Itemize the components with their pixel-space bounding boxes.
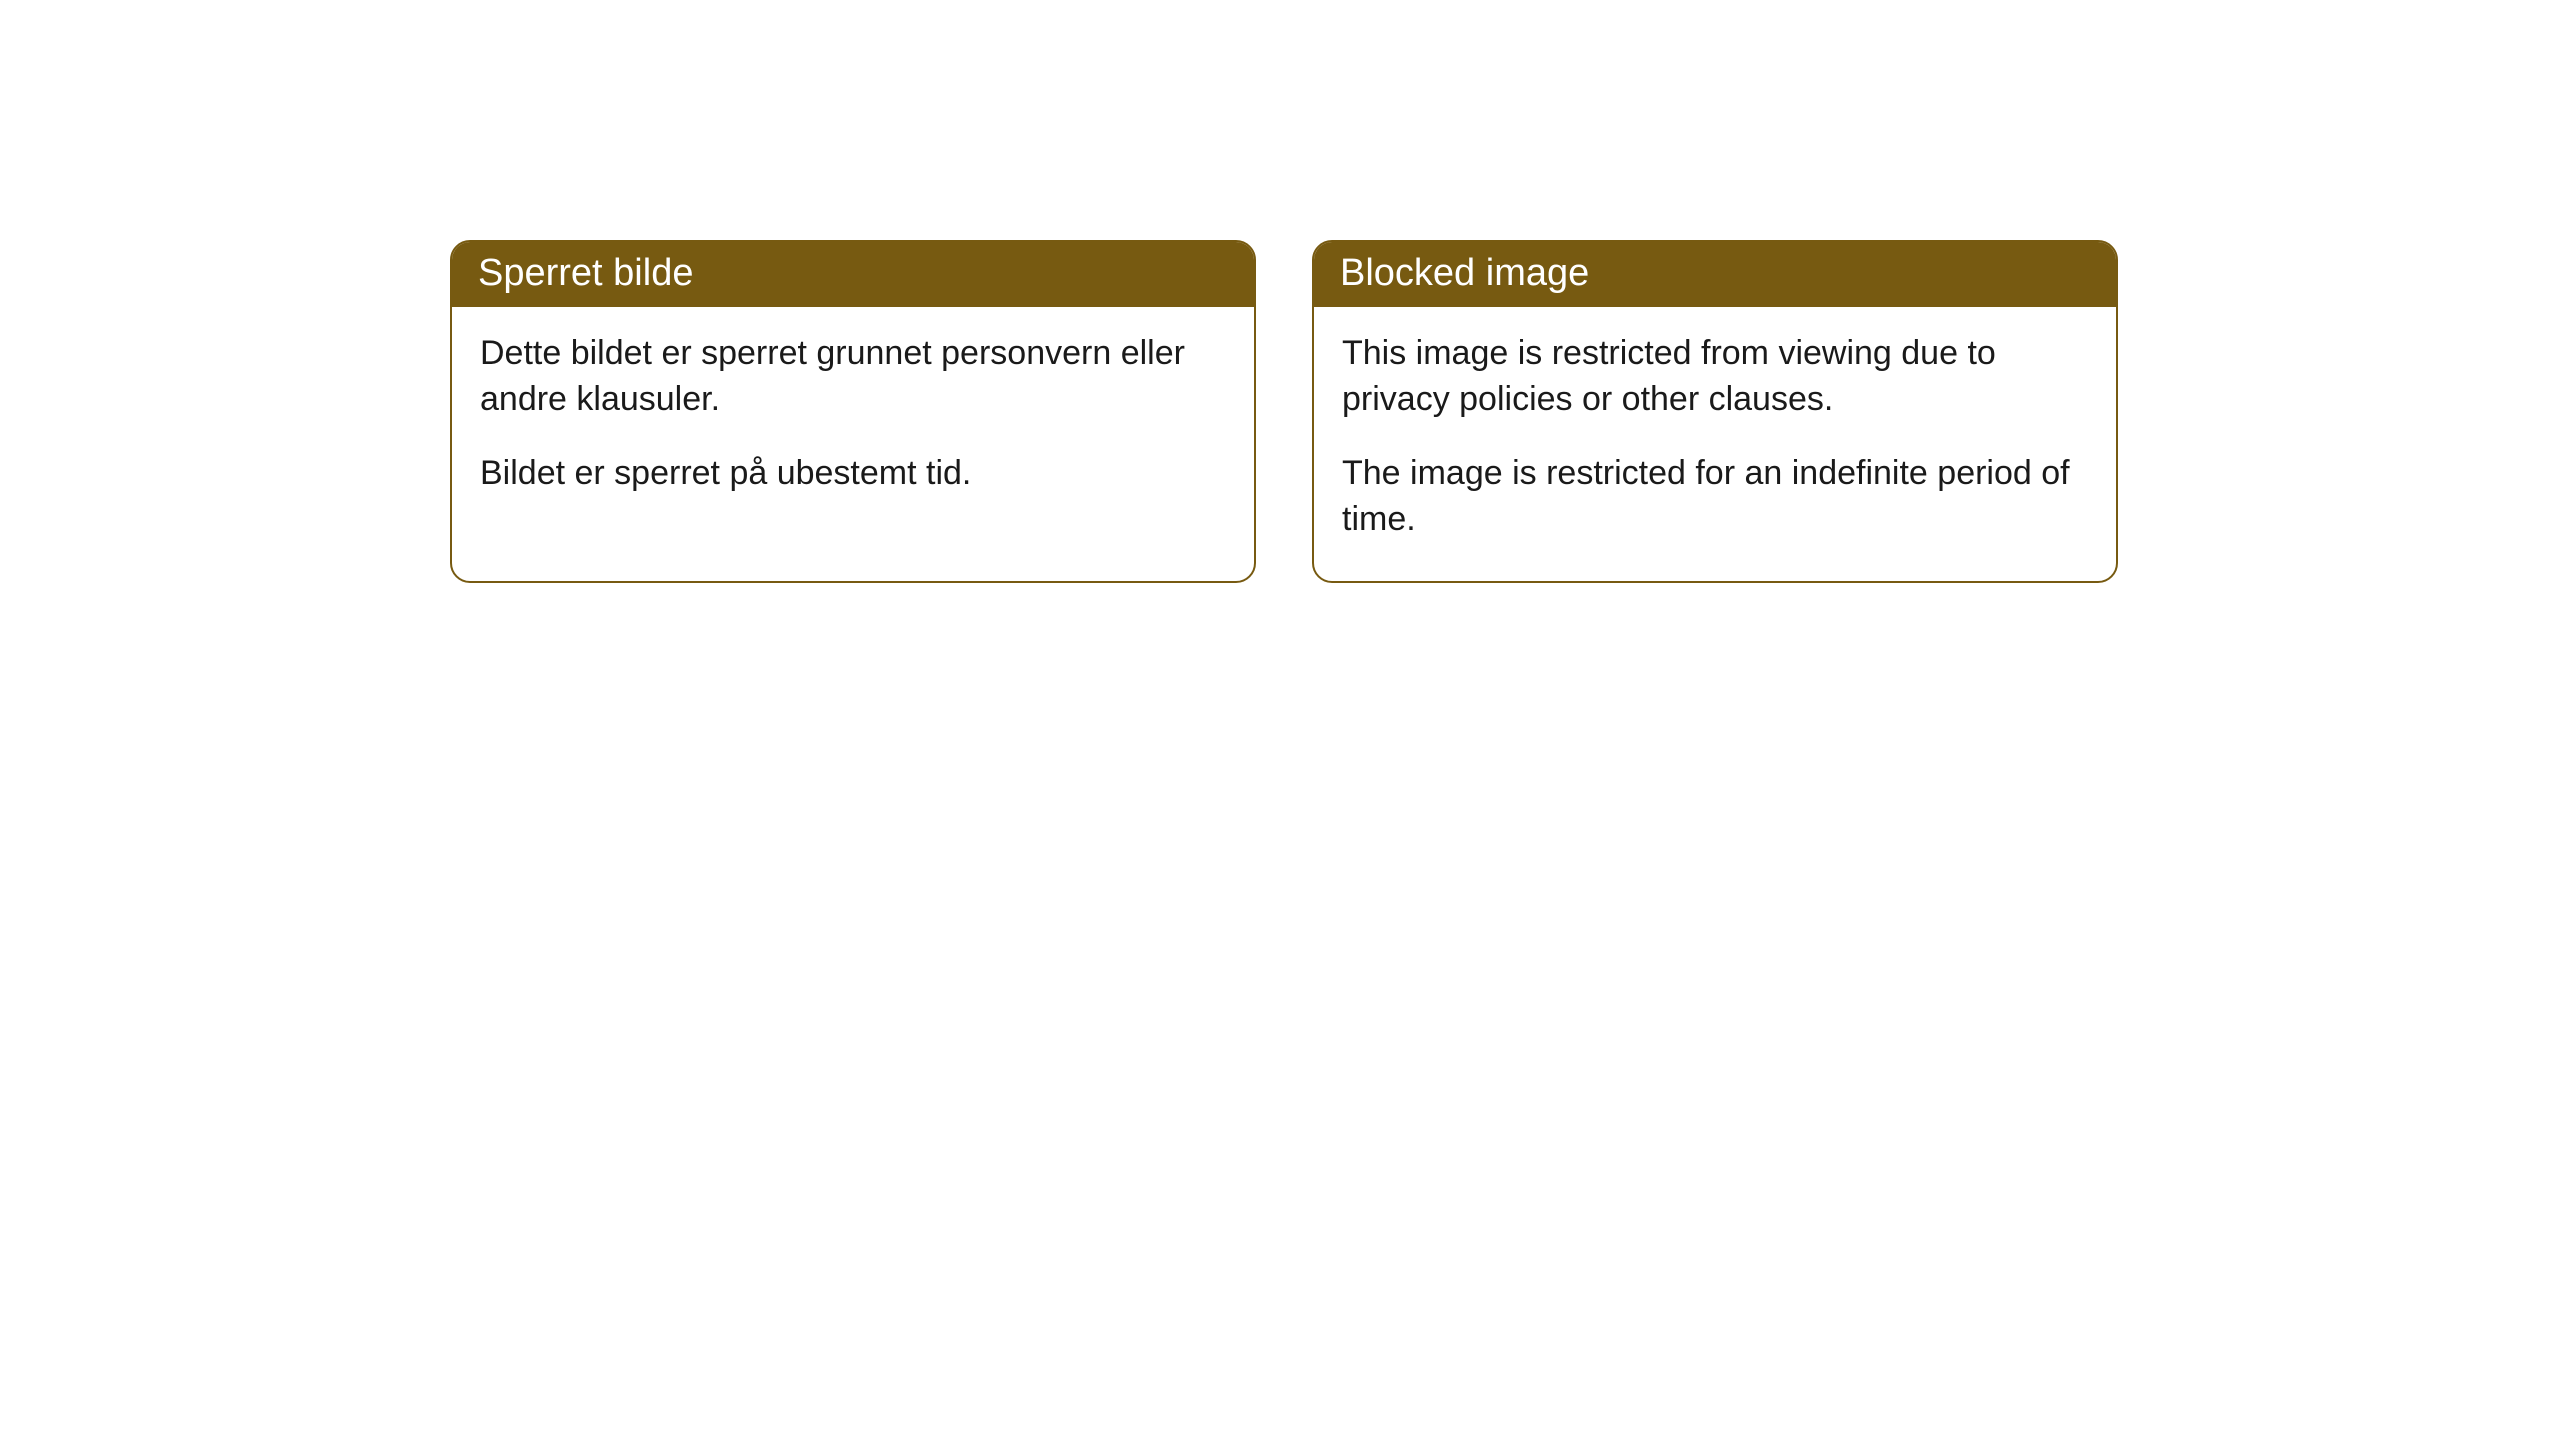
card-header: Blocked image — [1314, 242, 2116, 307]
notice-card-english: Blocked image This image is restricted f… — [1312, 240, 2118, 583]
card-body: This image is restricted from viewing du… — [1314, 307, 2116, 581]
card-title: Blocked image — [1340, 252, 1589, 294]
card-header: Sperret bilde — [452, 242, 1254, 307]
card-paragraph: This image is restricted from viewing du… — [1342, 331, 2088, 423]
card-title: Sperret bilde — [478, 252, 693, 294]
notice-cards-container: Sperret bilde Dette bildet er sperret gr… — [450, 240, 2560, 583]
card-paragraph: Dette bildet er sperret grunnet personve… — [480, 331, 1226, 423]
card-body: Dette bildet er sperret grunnet personve… — [452, 307, 1254, 535]
card-paragraph: The image is restricted for an indefinit… — [1342, 451, 2088, 543]
notice-card-norwegian: Sperret bilde Dette bildet er sperret gr… — [450, 240, 1256, 583]
card-paragraph: Bildet er sperret på ubestemt tid. — [480, 451, 1226, 497]
